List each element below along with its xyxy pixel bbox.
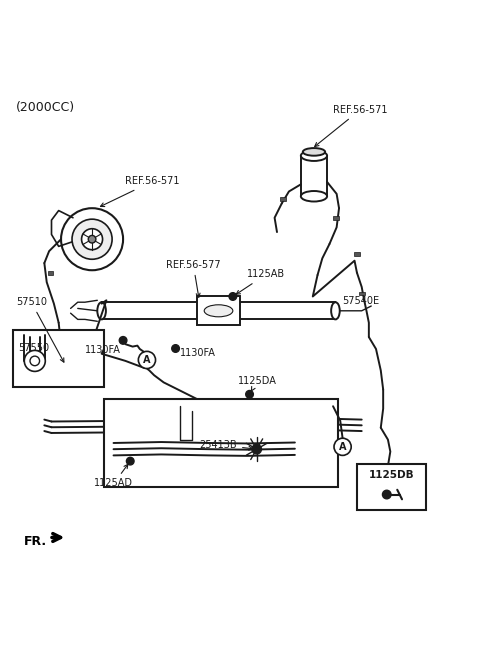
Circle shape xyxy=(229,293,237,300)
Ellipse shape xyxy=(204,305,233,317)
Text: 25413B: 25413B xyxy=(199,440,252,450)
Bar xyxy=(197,297,240,325)
Circle shape xyxy=(138,351,156,369)
Text: 57550: 57550 xyxy=(18,343,49,354)
Circle shape xyxy=(30,356,39,365)
Circle shape xyxy=(82,229,103,250)
Circle shape xyxy=(119,337,127,345)
Circle shape xyxy=(24,350,45,371)
Text: 1125DA: 1125DA xyxy=(238,376,276,391)
Text: 1130FA: 1130FA xyxy=(180,348,216,358)
Bar xyxy=(13,330,104,387)
Ellipse shape xyxy=(301,151,327,161)
Bar xyxy=(354,252,360,256)
Circle shape xyxy=(383,490,391,499)
Text: A: A xyxy=(339,442,347,452)
Text: 1125AB: 1125AB xyxy=(236,269,285,294)
Ellipse shape xyxy=(331,302,340,320)
Text: 57540E: 57540E xyxy=(343,296,380,307)
Bar xyxy=(359,291,364,295)
Text: 1125DB: 1125DB xyxy=(369,470,414,480)
Circle shape xyxy=(72,219,112,259)
Text: REF.56-571: REF.56-571 xyxy=(100,176,180,206)
Text: 1130FA: 1130FA xyxy=(85,345,121,356)
Bar xyxy=(333,216,338,220)
Bar xyxy=(280,197,286,201)
Circle shape xyxy=(126,457,134,465)
Circle shape xyxy=(246,390,253,398)
Ellipse shape xyxy=(301,191,327,202)
Text: REF.56-577: REF.56-577 xyxy=(166,260,221,297)
Circle shape xyxy=(61,208,123,271)
Text: A: A xyxy=(143,355,151,365)
Text: 1125AD: 1125AD xyxy=(95,464,133,489)
Circle shape xyxy=(88,235,96,243)
Circle shape xyxy=(172,345,180,352)
Bar xyxy=(48,271,53,275)
Ellipse shape xyxy=(303,148,325,156)
Text: (2000CC): (2000CC) xyxy=(16,101,75,114)
Text: REF.56-571: REF.56-571 xyxy=(315,105,387,147)
Bar xyxy=(301,156,327,196)
Ellipse shape xyxy=(97,302,106,320)
Circle shape xyxy=(334,438,351,455)
Bar xyxy=(104,399,338,487)
Bar xyxy=(102,302,336,320)
Circle shape xyxy=(252,445,262,454)
Text: 57510: 57510 xyxy=(16,297,64,362)
Text: FR.: FR. xyxy=(24,534,48,548)
Bar xyxy=(357,464,426,510)
